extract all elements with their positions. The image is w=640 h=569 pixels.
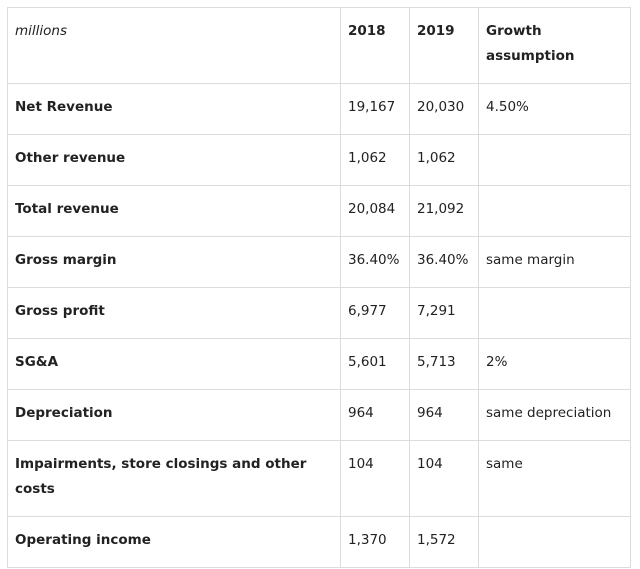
growth-assumption xyxy=(478,134,631,186)
row-label: Gross margin xyxy=(7,236,341,288)
row-label: Net Revenue xyxy=(7,83,341,135)
row-label: Impairments, store closings and other co… xyxy=(7,440,341,517)
value-2019: 5,713 xyxy=(409,338,479,390)
row-label: Other revenue xyxy=(7,134,341,186)
value-2018: 5,601 xyxy=(340,338,410,390)
column-header-growth-assumption: Growth assumption xyxy=(478,7,631,84)
value-2018: 964 xyxy=(340,389,410,441)
growth-assumption: 4.50% xyxy=(478,83,631,135)
table-row-total-revenue: Total revenue 20,084 21,092 xyxy=(7,185,631,237)
value-2018: 6,977 xyxy=(340,287,410,339)
value-2018: 1,062 xyxy=(340,134,410,186)
value-2019: 20,030 xyxy=(409,83,479,135)
value-2019: 1,572 xyxy=(409,516,479,568)
value-2018: 36.40% xyxy=(340,236,410,288)
value-2019: 7,291 xyxy=(409,287,479,339)
units-label: millions xyxy=(7,7,341,84)
table-row-other-revenue: Other revenue 1,062 1,062 xyxy=(7,134,631,186)
row-label: Gross profit xyxy=(7,287,341,339)
growth-assumption: 2% xyxy=(478,338,631,390)
table-row-sga: SG&A 5,601 5,713 2% xyxy=(7,338,631,390)
growth-assumption: same xyxy=(478,440,631,517)
table-row-gross-margin: Gross margin 36.40% 36.40% same margin xyxy=(7,236,631,288)
row-label: Depreciation xyxy=(7,389,341,441)
table-row-net-revenue: Net Revenue 19,167 20,030 4.50% xyxy=(7,83,631,135)
growth-assumption: same margin xyxy=(478,236,631,288)
growth-assumption xyxy=(478,185,631,237)
growth-assumption xyxy=(478,287,631,339)
table-row-gross-profit: Gross profit 6,977 7,291 xyxy=(7,287,631,339)
growth-assumption xyxy=(478,516,631,568)
financial-projection-table: millions 2018 2019 Growth assumption Net… xyxy=(7,7,631,568)
value-2019: 964 xyxy=(409,389,479,441)
row-label: SG&A xyxy=(7,338,341,390)
row-label: Operating income xyxy=(7,516,341,568)
table-row-operating-income: Operating income 1,370 1,572 xyxy=(7,516,631,568)
table-header-row: millions 2018 2019 Growth assumption xyxy=(7,7,631,84)
value-2019: 21,092 xyxy=(409,185,479,237)
column-header-2019: 2019 xyxy=(409,7,479,84)
value-2018: 20,084 xyxy=(340,185,410,237)
value-2018: 1,370 xyxy=(340,516,410,568)
value-2019: 36.40% xyxy=(409,236,479,288)
table-row-impairments: Impairments, store closings and other co… xyxy=(7,440,631,517)
table-row-depreciation: Depreciation 964 964 same depreciation xyxy=(7,389,631,441)
value-2019: 1,062 xyxy=(409,134,479,186)
value-2018: 104 xyxy=(340,440,410,517)
value-2019: 104 xyxy=(409,440,479,517)
row-label: Total revenue xyxy=(7,185,341,237)
column-header-2018: 2018 xyxy=(340,7,410,84)
value-2018: 19,167 xyxy=(340,83,410,135)
growth-assumption: same depreciation xyxy=(478,389,631,441)
